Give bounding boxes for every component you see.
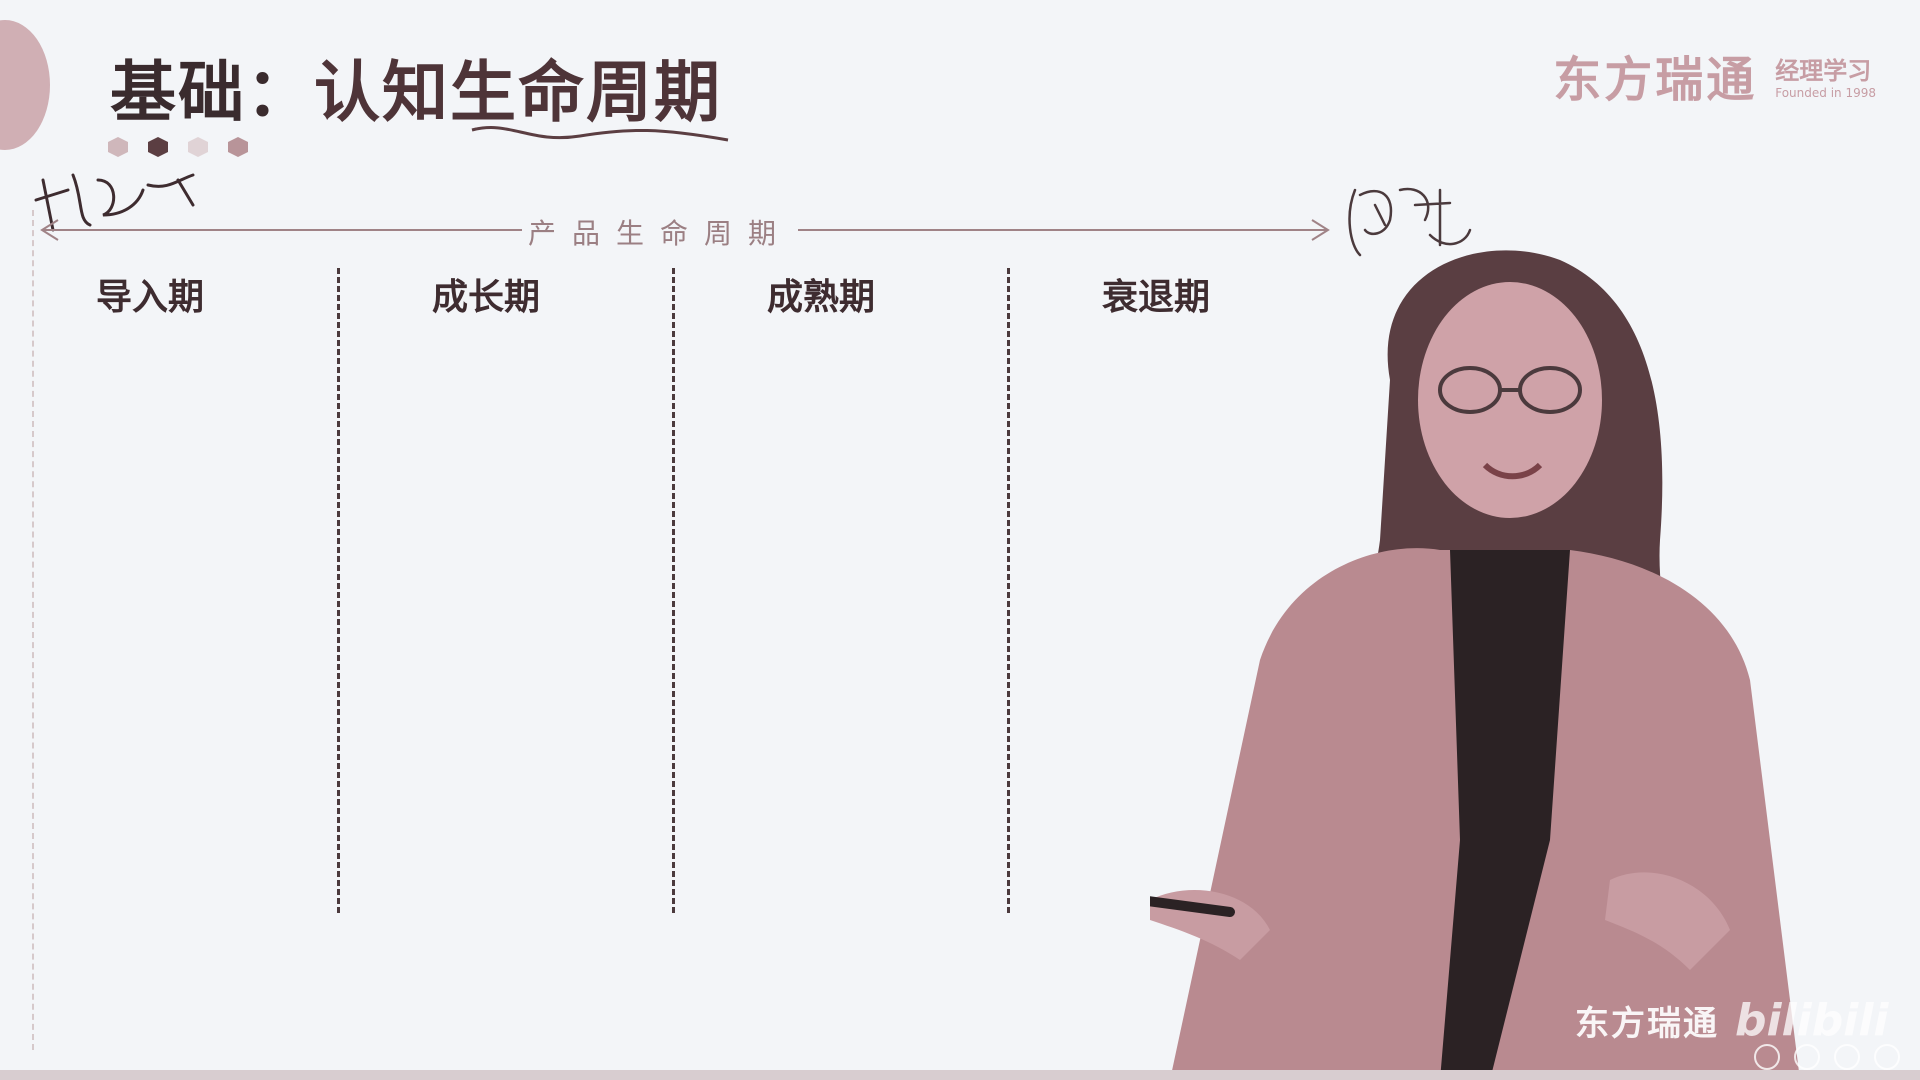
stage-maturity: 成熟期 xyxy=(767,277,876,318)
watermark-text: 东方瑞通 xyxy=(1575,1004,1719,1044)
control-circle-icon[interactable] xyxy=(1874,1044,1900,1070)
brand-year: Founded in 1998 xyxy=(1775,85,1876,100)
hexagon-dot xyxy=(228,137,248,157)
watermark-logo: bilibili xyxy=(1735,995,1889,1046)
title-prefix: 基础： xyxy=(110,54,314,131)
stage-divider xyxy=(672,268,675,913)
hexagon-dot xyxy=(188,137,208,157)
stage-decline: 衰退期 xyxy=(1102,277,1211,318)
hexagon-dots-icon xyxy=(108,137,248,157)
control-circle-icon[interactable] xyxy=(1794,1044,1820,1070)
corner-decoration xyxy=(0,20,50,150)
brand-logo: 东方瑞通 经理学习 Founded in 1998 xyxy=(1553,40,1876,110)
bottom-bar xyxy=(0,1070,1920,1080)
bilibili-watermark: 东方瑞通 bilibili xyxy=(1575,995,1888,1046)
brand-name: 东方瑞通 xyxy=(1553,52,1758,108)
control-circle-icon[interactable] xyxy=(1834,1044,1860,1070)
left-border-dash xyxy=(32,210,34,1050)
handwritten-note-right-icon xyxy=(1348,187,1472,257)
stage-introduction: 导入期 xyxy=(96,277,205,318)
title-main: 认知生命周期 xyxy=(314,54,722,131)
control-circle-icon[interactable] xyxy=(1754,1044,1780,1070)
brand-sub: 经理学习 xyxy=(1775,56,1872,85)
hexagon-dot xyxy=(108,137,128,157)
handwritten-note-left-icon xyxy=(34,173,195,232)
hexagon-dot xyxy=(148,137,168,157)
stage-growth: 成长期 xyxy=(432,277,541,318)
brand-side: 经理学习 Founded in 1998 xyxy=(1775,51,1876,100)
stage-divider xyxy=(337,268,340,913)
page-title: 基础：认知生命周期 xyxy=(110,48,722,138)
axis-label: 产品生命周期 xyxy=(522,212,799,252)
presenter-figure-icon xyxy=(1150,250,1800,1080)
player-controls xyxy=(1754,1044,1900,1070)
title-underline-stroke xyxy=(471,126,729,142)
stage-divider xyxy=(1007,268,1010,913)
